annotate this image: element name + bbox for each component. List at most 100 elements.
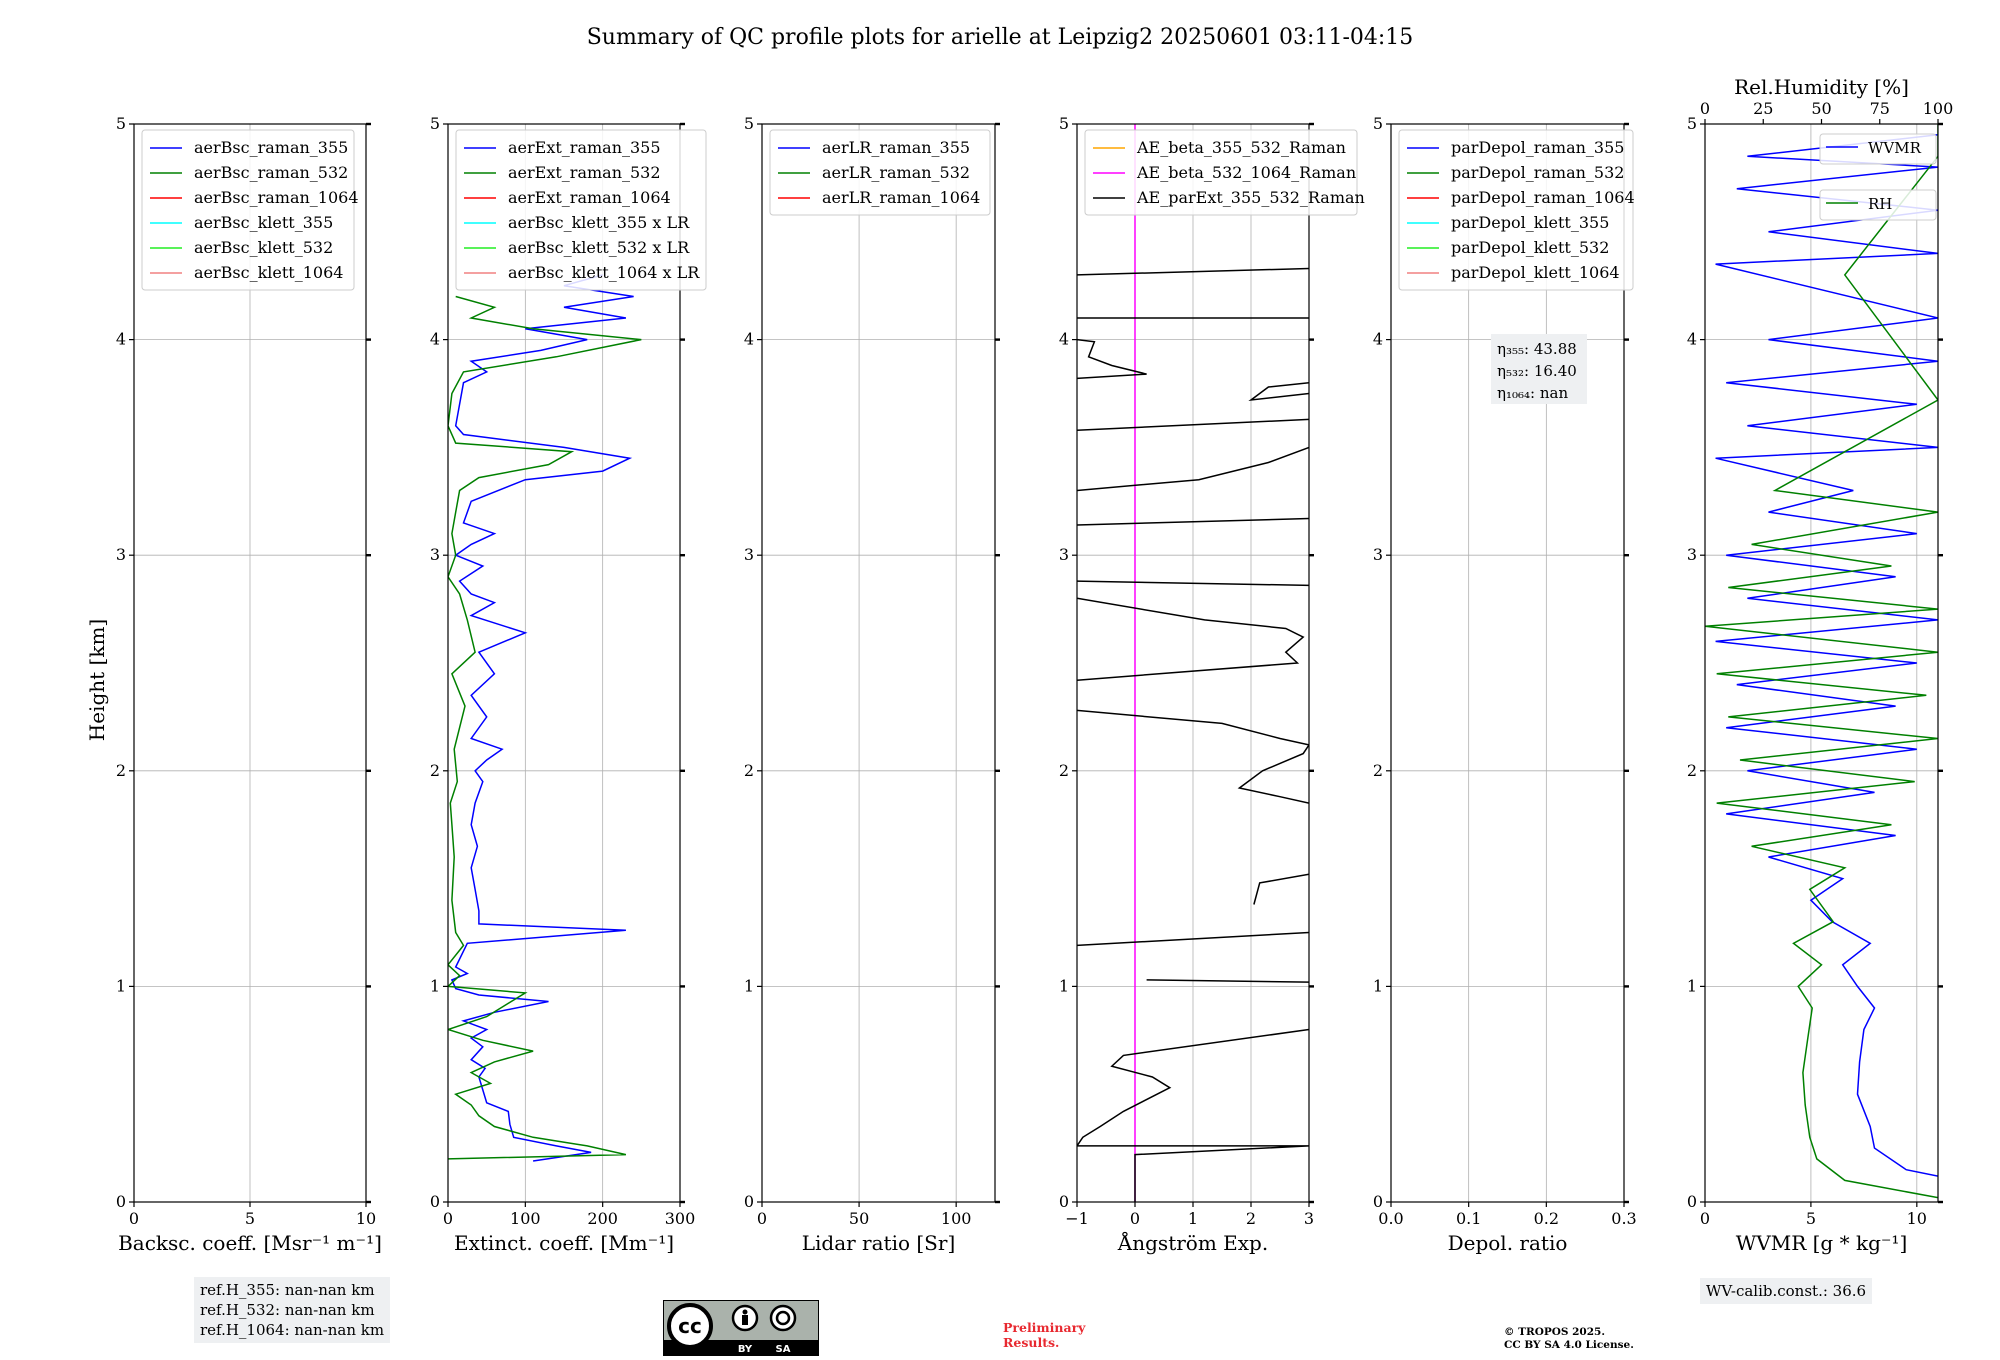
y-tick-label: 0 [1059,1192,1069,1211]
y-tick-label: 1 [1059,976,1069,995]
series-line-2 [1705,124,1938,1199]
cc-by-sa-license-badge: cc BY SA [663,1300,819,1356]
subplot-2: 0 100 200 300 0 1 2 3 4 5 Extinct. coeff. [Mm⁻¹] ae… [430,114,707,1255]
x-tick-label: 3 [1304,1209,1314,1228]
x-tick-label: 0 [443,1209,453,1228]
y-tick-label: 3 [1373,545,1383,564]
annotation-line: η₅₃₂: 16.40 [1497,362,1577,380]
x-tick-label: 0 [757,1209,767,1228]
legend-box [141,129,355,291]
x-tick-label: 200 [587,1209,618,1228]
x-tick-label: 0.1 [1456,1209,1481,1228]
preliminary-line-2: Results. [1003,1335,1060,1350]
series-line-8 [1077,580,1309,587]
y-tick-label: 4 [1373,330,1383,349]
x-tick-label: 1 [1188,1209,1198,1228]
x2-tick-label: 50 [1811,99,1831,118]
series-line-11 [1077,418,1309,431]
legend-label: parDepol_raman_1064 [1451,188,1635,207]
annotation-line: η₃₅₅: 43.88 [1497,340,1577,358]
x-axis-label: Backsc. coeff. [Msr⁻¹ m⁻¹] [118,1231,382,1255]
series-line-13 [1077,338,1147,380]
x-axis-label: Depol. ratio [1448,1231,1568,1255]
y-tick-label: 5 [1059,114,1069,133]
series-line-10 [1077,446,1309,492]
legend-label: parDepol_klett_532 [1451,238,1609,257]
x-tick-label: 10 [1907,1209,1927,1228]
series-group [1077,124,1309,1202]
legend-label: aerLR_raman_532 [822,163,970,182]
y-tick-label: 0 [430,1192,440,1211]
legend-label: AE_beta_532_1064_Raman [1136,163,1356,182]
series-group [448,274,642,1162]
legend-box [1398,129,1634,291]
legend-label: parDepol_klett_1064 [1451,263,1620,282]
y-tick-label: 0 [1687,1192,1697,1211]
y-tick-label: 3 [430,545,440,564]
plot-frame [447,123,681,1203]
legend-box [455,129,707,291]
y-tick-label: 3 [116,545,126,564]
x-tick-label: 0 [1700,1209,1710,1228]
copyright-line-1: © TROPOS 2025. [1504,1326,1606,1338]
y-tick-label: 3 [1687,545,1697,564]
x-tick-label: 0.2 [1534,1209,1559,1228]
y-tick-label: 0 [116,1192,126,1211]
y-tick-label: 5 [744,114,754,133]
y-tick-label: 1 [744,976,754,995]
x-axis-label: WVMR [g * kg⁻¹] [1736,1231,1908,1255]
y-tick-label: 1 [430,976,440,995]
x-tick-label: 300 [665,1209,696,1228]
legend-label: aerBsc_raman_355 [194,138,348,157]
y-tick-label: 4 [744,330,754,349]
x2-tick-label: 100 [1923,99,1954,118]
ref-height-532: ref.H_532: nan-nan km [200,1301,375,1319]
y-tick-label: 3 [1059,545,1069,564]
svg-text:cc: cc [678,1314,702,1338]
x-tick-label: 5 [245,1209,255,1228]
series-line-1 [1715,134,1938,1177]
series-line-3 [1146,979,1309,983]
wv-calibration-box: WV-calib.const.: 36.6 [1700,1278,1873,1304]
y-tick-label: 2 [1373,761,1383,780]
legend-box [1819,189,1937,221]
preliminary-results-note: Preliminary Results. [1003,1320,1085,1350]
series-line-1 [450,274,634,1162]
y-tick-label: 5 [1687,114,1697,133]
y-tick-label: 5 [116,114,126,133]
series-line-6 [1077,709,1309,804]
x-tick-label: 5 [1806,1209,1816,1228]
series-line-2 [1077,1028,1309,1202]
x-axis-label: Extinct. coeff. [Mm⁻¹] [454,1231,674,1255]
copyright-line-2: CC BY SA 4.0 License. [1504,1339,1634,1351]
wv-calibration-constant: WV-calib.const.: 36.6 [1706,1282,1867,1300]
y-tick-label: 4 [1059,330,1069,349]
legend-label: aerExt_raman_355 [508,138,661,157]
series-line-5 [1253,873,1309,905]
cc-icon: cc [667,1303,713,1349]
x-tick-label: 50 [849,1209,869,1228]
ref-height-1064: ref.H_1064: nan-nan km [200,1321,385,1339]
legend-label: parDepol_raman_532 [1451,163,1624,182]
x-tick-label: 100 [510,1209,541,1228]
x-tick-label: 0 [129,1209,139,1228]
x-tick-label: 10 [356,1209,376,1228]
legend-label: WVMR [1868,139,1922,157]
ref-height-355: ref.H_355: nan-nan km [200,1281,375,1299]
series-line-7 [1077,597,1305,681]
x-tick-label: 0.0 [1378,1209,1403,1228]
share-alike-icon [769,1304,797,1332]
y-tick-label: 3 [744,545,754,564]
legend-box [1084,129,1358,216]
reference-height-box: ref.H_355: nan-nan km ref.H_532: nan-nan… [194,1277,391,1343]
legend-label: RH [1868,195,1892,213]
legend-label: parDepol_klett_355 [1451,213,1609,232]
legend-label: aerBsc_klett_1064 [194,263,343,282]
x-tick-label: 2 [1246,1209,1256,1228]
series-line-9 [1077,517,1309,526]
legend-label: AE_beta_355_532_Raman [1136,138,1346,157]
legend-label: aerExt_raman_532 [508,163,661,182]
legend-label: aerBsc_klett_355 x LR [508,213,690,232]
